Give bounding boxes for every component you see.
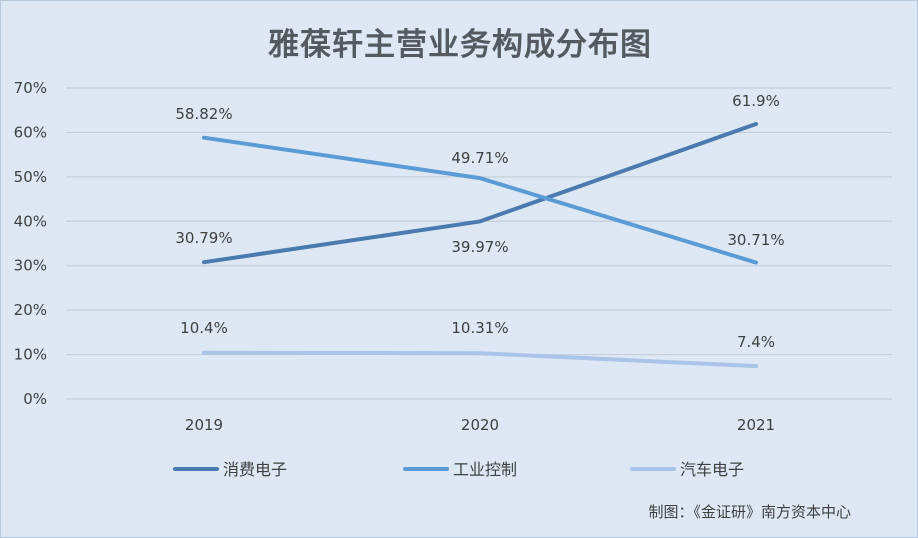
data-label: 10.4% <box>180 319 228 337</box>
data-label: 7.4% <box>737 333 775 351</box>
data-label: 30.71% <box>727 231 784 249</box>
y-tick-label: 10% <box>14 346 47 364</box>
data-label: 61.9% <box>732 92 780 110</box>
legend-label: 消费电子 <box>223 460 287 479</box>
credit-text: 制图：《金证研》南方资本中心 <box>648 503 851 521</box>
chart-title: 雅葆轩主营业务构成分布图 <box>268 27 652 63</box>
y-tick-label: 30% <box>14 257 47 275</box>
x-tick-label: 2019 <box>185 416 223 434</box>
data-label: 49.71% <box>451 149 508 167</box>
data-label: 39.97% <box>451 238 508 256</box>
y-tick-label: 70% <box>14 79 47 97</box>
series-line <box>202 121 758 265</box>
x-tick-label: 2021 <box>737 416 775 434</box>
y-tick-label: 40% <box>14 212 47 230</box>
series-line <box>202 350 758 369</box>
data-label: 10.31% <box>451 319 508 337</box>
series-line <box>202 135 758 265</box>
legend-label: 汽车电子 <box>680 460 744 479</box>
legend-label: 工业控制 <box>453 460 517 479</box>
y-tick-label: 60% <box>14 123 47 141</box>
data-label: 58.82% <box>175 105 232 123</box>
y-tick-label: 0% <box>23 390 47 408</box>
data-label: 30.79% <box>175 229 232 247</box>
x-tick-label: 2020 <box>461 416 499 434</box>
y-tick-label: 50% <box>14 168 47 186</box>
y-tick-label: 20% <box>14 301 47 319</box>
